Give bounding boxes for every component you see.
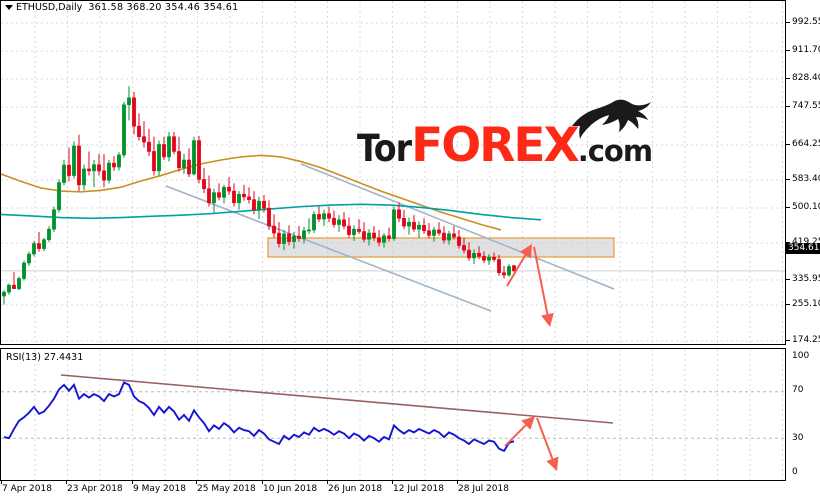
date-tick: 10 Jun 2018 xyxy=(261,480,318,494)
date-tick: 28 Jul 2018 xyxy=(457,480,509,494)
rsi-indicator-panel[interactable] xyxy=(0,348,786,481)
date-tick: 12 Jul 2018 xyxy=(392,480,444,494)
price-axis: 992.55 911.70 828.40 747.55 664.25 583.40 500.… xyxy=(786,0,820,345)
date-tick: 23 Apr 2018 xyxy=(66,480,123,494)
ma-slow-line xyxy=(1,203,542,221)
price-tick: 992.55 xyxy=(786,18,820,28)
rsi-trendline[interactable] xyxy=(60,374,614,424)
trendline[interactable] xyxy=(300,163,615,290)
price-tick: 911.70 xyxy=(786,46,820,56)
rsi-line xyxy=(3,381,515,453)
price-chart-panel[interactable] xyxy=(0,0,786,345)
symbol-label: ETHUSD,Daily xyxy=(16,2,83,13)
price-plot-area[interactable] xyxy=(1,1,785,344)
current-price-tag: 354.61 xyxy=(786,243,820,254)
trendline[interactable] xyxy=(165,185,492,312)
ohlc-values: 361.58 368.20 354.46 354.61 xyxy=(88,2,239,13)
rsi-tick: 100 xyxy=(792,351,810,361)
price-tick: 255.10 xyxy=(786,300,820,310)
price-tick: 419.25 xyxy=(786,238,820,248)
rsi-plot-area[interactable] xyxy=(1,349,785,480)
price-tick: 500.10 xyxy=(786,203,820,213)
rsi-tick: 0 xyxy=(792,467,798,477)
rsi-axis: 100 70 30 0 xyxy=(786,348,820,481)
chart-header: ETHUSD,Daily 361.58 368.20 354.46 354.61 xyxy=(5,2,238,13)
rsi-tick: 30 xyxy=(792,433,804,443)
price-tick: 335.95 xyxy=(786,275,820,285)
price-tick: 747.55 xyxy=(786,102,820,112)
rsi-tick: 70 xyxy=(792,385,804,395)
ma-fast-line xyxy=(1,154,502,231)
support-resistance-zone[interactable] xyxy=(267,237,615,258)
rsi-forecast-arrow-up[interactable] xyxy=(504,416,535,447)
forecast-arrow-up[interactable] xyxy=(506,244,532,287)
price-tick: 828.40 xyxy=(786,74,820,84)
forecast-arrow-down[interactable] xyxy=(533,246,554,327)
price-gridlines xyxy=(1,1,785,344)
date-tick: 7 Apr 2018 xyxy=(1,480,52,494)
rsi-gridlines xyxy=(1,349,785,480)
triangle-down-icon[interactable] xyxy=(5,5,13,10)
price-tick: 664.25 xyxy=(786,140,820,150)
date-tick: 9 May 2018 xyxy=(132,480,186,494)
candlestick-series xyxy=(2,86,516,305)
date-axis: 7 Apr 2018 23 Apr 2018 9 May 2018 25 May 20… xyxy=(0,480,786,503)
price-tick: 583.40 xyxy=(786,175,820,185)
date-tick: 25 May 2018 xyxy=(196,480,256,494)
rsi-label: RSI(13) 27.4431 xyxy=(6,352,84,363)
date-tick: 26 Jun 2018 xyxy=(326,480,383,494)
price-tick: 174.25 xyxy=(786,336,820,346)
rsi-forecast-arrow-down[interactable] xyxy=(536,417,559,471)
